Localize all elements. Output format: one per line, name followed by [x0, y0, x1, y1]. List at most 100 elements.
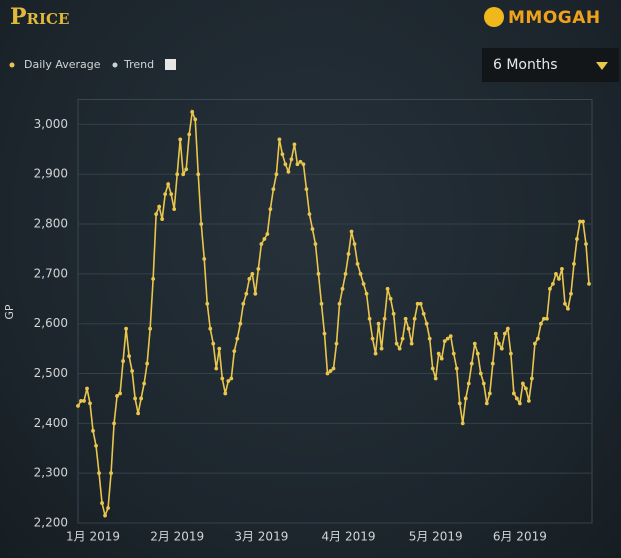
data-point: [325, 371, 330, 376]
data-point: [196, 172, 201, 177]
data-point: [358, 271, 363, 276]
data-point: [520, 381, 525, 386]
data-point: [514, 396, 519, 401]
data-point: [199, 222, 204, 226]
data-point: [454, 366, 459, 371]
data-point: [301, 162, 306, 167]
data-point: [133, 396, 138, 401]
data-point: [241, 301, 246, 306]
data-point: [487, 391, 492, 396]
data-point: [346, 252, 351, 256]
dropdown-button[interactable]: [587, 52, 617, 79]
data-point: [127, 354, 131, 358]
y-tick-label: 2,800: [34, 217, 68, 231]
data-point: [472, 341, 477, 346]
data-point: [517, 401, 522, 406]
data-point: [88, 401, 92, 406]
data-point: [502, 331, 507, 336]
data-point: [217, 346, 222, 351]
data-point: [367, 316, 372, 321]
data-point: [145, 361, 150, 366]
data-point: [484, 401, 489, 406]
data-point: [220, 376, 225, 381]
range-value[interactable]: 6 Months: [493, 57, 558, 73]
data-point: [451, 351, 456, 356]
data-point: [175, 172, 180, 177]
data-point: [560, 267, 564, 271]
data-point: [181, 172, 186, 177]
data-point: [310, 227, 315, 231]
data-point: [160, 217, 165, 221]
data-point: [499, 346, 504, 351]
x-tick-label: 6月 2019: [493, 530, 547, 544]
data-point: [322, 331, 327, 336]
data-point: [157, 204, 162, 209]
data-point: [256, 267, 261, 271]
range-dropdown[interactable]: [482, 48, 619, 82]
data-point: [421, 311, 426, 316]
data-point: [166, 182, 171, 187]
data-point: [202, 257, 207, 261]
data-point: [563, 301, 567, 306]
y-tick-label: 2,500: [34, 366, 68, 380]
data-point: [247, 276, 252, 281]
data-point: [542, 316, 546, 321]
data-point: [493, 331, 498, 336]
data-point: [121, 359, 125, 363]
legend-label[interactable]: Daily Average: [24, 58, 101, 71]
data-point: [148, 326, 153, 331]
data-point: [115, 394, 119, 398]
data-point: [139, 396, 144, 401]
data-point: [265, 232, 270, 236]
data-point: [448, 334, 453, 339]
data-point: [79, 399, 83, 403]
data-point: [208, 326, 213, 331]
data-point: [523, 386, 528, 391]
data-point: [124, 326, 128, 331]
data-point: [253, 291, 258, 296]
data-point: [475, 351, 480, 356]
data-point: [409, 341, 414, 346]
data-point: [172, 207, 177, 212]
data-point: [466, 381, 471, 386]
data-point: [280, 152, 285, 157]
data-point: [496, 341, 501, 346]
data-point: [391, 311, 396, 316]
data-point: [298, 159, 303, 164]
data-point: [442, 339, 447, 344]
data-point: [319, 301, 324, 306]
y-tick-label: 2,900: [34, 167, 68, 181]
y-tick-label: 2,300: [34, 466, 68, 480]
data-point: [154, 212, 159, 216]
x-tick-label: 4月 2019: [322, 530, 376, 544]
y-tick-label: 2,400: [34, 416, 68, 430]
data-point: [433, 376, 438, 381]
data-point: [394, 341, 399, 346]
page-title: Price: [10, 4, 70, 30]
logo: MMOGAH: [508, 8, 601, 28]
data-point: [439, 356, 444, 361]
data-point: [118, 391, 122, 396]
data-point: [460, 421, 465, 426]
y-tick-label: 2,600: [34, 316, 68, 330]
data-point: [481, 381, 486, 386]
data-point: [587, 281, 591, 286]
data-point: [277, 137, 282, 142]
data-point: [349, 229, 354, 234]
data-point: [379, 346, 384, 351]
data-point: [554, 271, 558, 276]
data-point: [163, 192, 168, 197]
data-point: [397, 346, 402, 351]
data-point: [295, 162, 300, 167]
data-point: [536, 336, 540, 341]
data-point: [190, 110, 195, 114]
data-point: [223, 391, 228, 396]
data-point: [376, 321, 381, 326]
trend-checkbox[interactable]: [165, 59, 176, 70]
data-point: [490, 361, 495, 366]
data-point: [232, 349, 237, 354]
data-point: [373, 351, 378, 356]
data-point: [286, 169, 291, 174]
data-point: [244, 291, 249, 296]
